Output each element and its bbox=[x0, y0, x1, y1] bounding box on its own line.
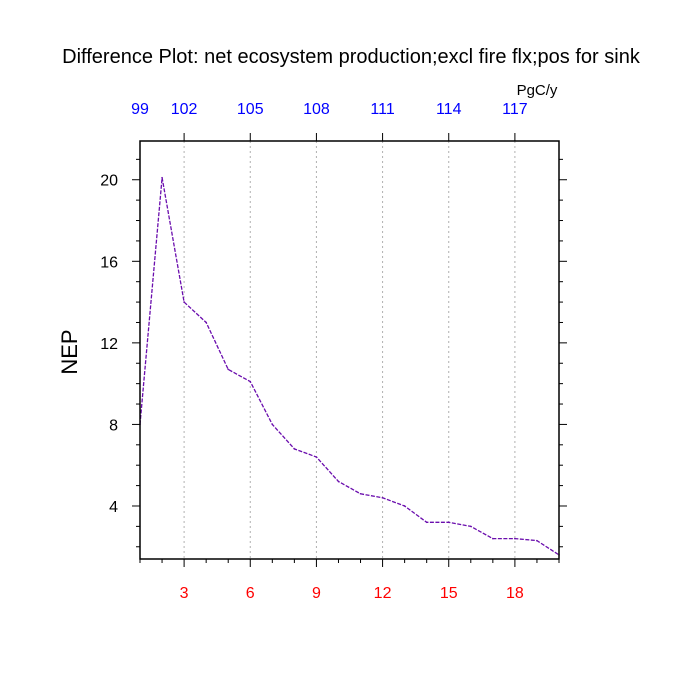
y-axis-label: NEP bbox=[57, 329, 82, 374]
data-point-0-1 bbox=[161, 176, 163, 179]
left-tick-label-4: 20 bbox=[100, 173, 118, 190]
top-tick-label-4: 111 bbox=[370, 101, 394, 118]
left-tick-label-1: 8 bbox=[109, 417, 118, 434]
left-tick-label-3: 16 bbox=[100, 254, 118, 271]
data-point-0-3 bbox=[205, 321, 207, 324]
data-point-0-2 bbox=[183, 301, 185, 303]
data-point-0-15 bbox=[469, 525, 472, 528]
top-tick-label-2: 105 bbox=[237, 101, 264, 118]
data-point-0-10 bbox=[359, 492, 362, 495]
grid-lines bbox=[183, 141, 516, 559]
bottom-tick-label-0: 3 bbox=[180, 585, 189, 602]
units-label: PgC/y bbox=[517, 82, 558, 99]
data-point-0-4 bbox=[227, 368, 230, 371]
plot-frame bbox=[139, 140, 560, 560]
data-point-0-12 bbox=[403, 505, 406, 507]
data-point-0-5 bbox=[249, 380, 252, 383]
bottom-tick-label-1: 6 bbox=[246, 585, 255, 602]
left-tick-label-0: 4 bbox=[109, 499, 118, 516]
axis-ticks: 3 6 9 12 15 18 99 102 105 108 111 114 117 4 8 12 16 20 bbox=[100, 101, 567, 602]
top-tick-label-5: 114 bbox=[436, 101, 462, 118]
top-tick-label-1: 102 bbox=[171, 101, 198, 118]
data-point-0-7 bbox=[293, 448, 296, 450]
left-tick-label-2: 12 bbox=[100, 336, 118, 353]
bottom-tick-label-5: 18 bbox=[506, 585, 524, 602]
top-tick-label-6: 117 bbox=[502, 101, 528, 118]
chart-title: Difference Plot: net ecosystem productio… bbox=[62, 46, 641, 68]
bottom-tick-label-2: 9 bbox=[312, 585, 321, 602]
data-point-0-14 bbox=[447, 521, 450, 524]
top-tick-label-0: 99 bbox=[131, 101, 149, 118]
top-tick-label-3: 108 bbox=[303, 101, 330, 118]
data-point-0-6 bbox=[271, 423, 274, 426]
data-point-0-13 bbox=[425, 521, 428, 524]
data-point-0-11 bbox=[381, 497, 384, 499]
series-line-0 bbox=[139, 177, 560, 556]
bottom-tick-label-3: 12 bbox=[374, 585, 392, 602]
data-point-0-8 bbox=[315, 456, 318, 458]
data-point-0-17 bbox=[514, 537, 516, 540]
series-layer bbox=[139, 176, 560, 556]
data-point-0-16 bbox=[492, 537, 494, 540]
data-point-0-18 bbox=[536, 539, 538, 542]
bottom-tick-label-4: 15 bbox=[440, 585, 458, 602]
data-point-0-9 bbox=[337, 480, 340, 483]
